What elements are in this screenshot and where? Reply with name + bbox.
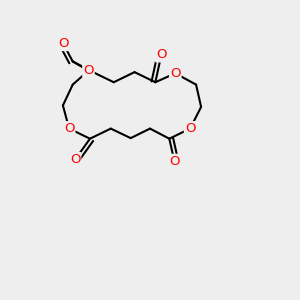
Text: O: O: [70, 153, 80, 166]
Text: O: O: [185, 122, 195, 135]
Text: O: O: [170, 67, 181, 80]
Text: O: O: [83, 64, 94, 77]
Text: O: O: [64, 122, 74, 135]
Text: O: O: [58, 37, 68, 50]
Text: O: O: [156, 48, 166, 62]
Text: O: O: [169, 155, 180, 168]
